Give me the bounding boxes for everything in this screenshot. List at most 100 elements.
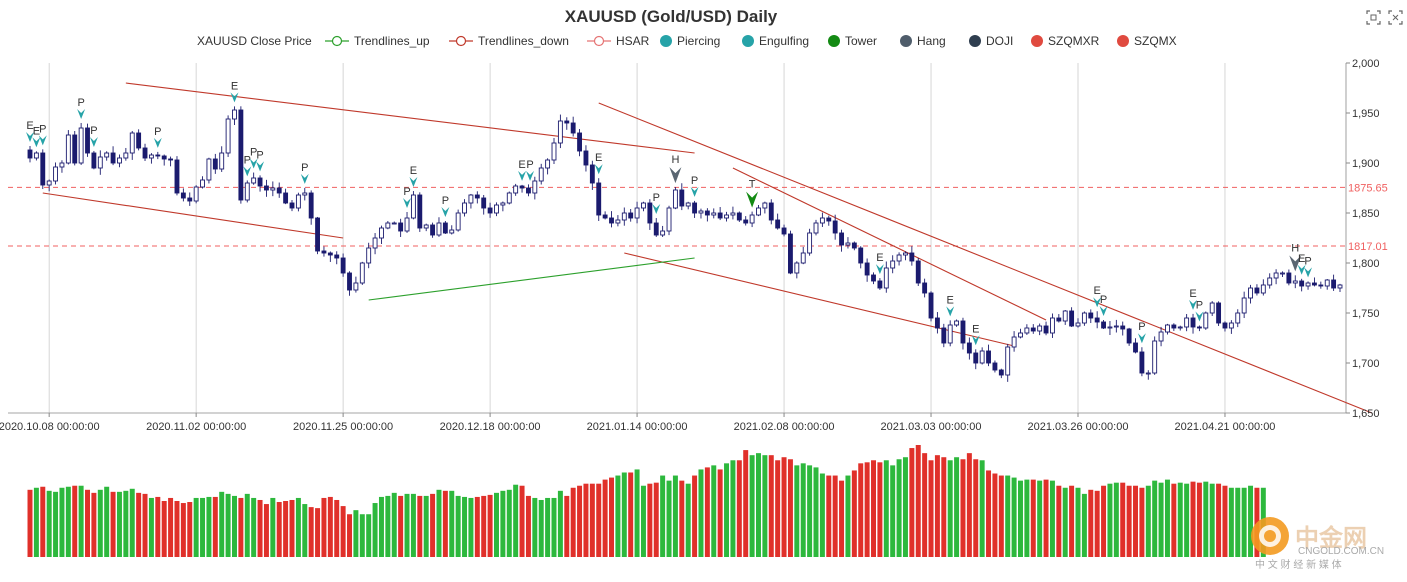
candle-body — [666, 207, 672, 232]
volume-bar — [1139, 487, 1145, 557]
volume-bar — [781, 457, 787, 557]
x-tick-label: 2021.03.03 00:00:00 — [881, 421, 982, 433]
signal-arrow-piercing — [153, 137, 162, 148]
candle-body — [251, 177, 257, 184]
x-tick-label: 2021.02.08 00:00:00 — [734, 421, 835, 433]
candle-body — [1273, 272, 1279, 279]
volume-bar — [1011, 477, 1017, 557]
candle-body — [1107, 326, 1113, 329]
volume-bar — [1196, 482, 1202, 557]
signal-label: E — [26, 120, 33, 132]
signal-arrow-piercing — [1099, 305, 1108, 316]
candle-body — [660, 230, 666, 236]
volume-bar — [1037, 480, 1043, 557]
candle-body — [679, 189, 685, 207]
volume-bar — [276, 502, 282, 557]
candle-body — [283, 192, 289, 204]
legend-dot-swatch — [969, 35, 981, 47]
candle-body — [653, 222, 659, 236]
candle-body — [641, 202, 646, 209]
volume-bar — [410, 493, 416, 557]
volume-bar — [749, 455, 755, 557]
volume-bar — [59, 487, 65, 557]
volume-bar — [819, 473, 825, 557]
volume-bar — [174, 501, 180, 557]
legend-circle-swatch — [331, 35, 343, 47]
legend-item-label: Tower — [845, 34, 877, 48]
volume-bar — [462, 496, 468, 557]
volume-bar — [724, 463, 730, 557]
volume-bar — [404, 493, 410, 557]
x-tick-label: 2020.10.08 00:00:00 — [0, 421, 100, 433]
volume-bar — [231, 495, 237, 557]
volume-bar — [40, 486, 46, 557]
candle-body — [928, 292, 934, 319]
candle-body — [391, 222, 397, 225]
candle-body — [40, 152, 46, 186]
volume-bar — [794, 465, 800, 557]
restore-icon[interactable] — [1388, 10, 1403, 25]
volume-bar — [110, 491, 116, 557]
candle-body — [934, 317, 940, 329]
candle-body — [966, 342, 972, 354]
volume-bar — [180, 503, 186, 557]
candle-body — [1196, 326, 1202, 329]
candle-body — [813, 222, 819, 234]
volume-bar — [321, 497, 327, 557]
zoom-in-icon[interactable] — [1366, 10, 1381, 25]
volume-bar — [787, 459, 793, 557]
candle-body — [589, 164, 595, 184]
candle-body — [1165, 324, 1170, 333]
volume-bar — [187, 502, 193, 557]
y-tick-label: 2,000 — [1352, 58, 1380, 70]
candle-body — [756, 207, 761, 216]
candle-body — [538, 167, 544, 182]
candle-body — [232, 109, 237, 120]
candle-body — [711, 212, 717, 216]
signal-arrow-engulfing — [409, 177, 418, 188]
volume-bar — [851, 470, 857, 557]
volume-bar — [768, 455, 774, 557]
candles — [27, 106, 1343, 382]
volume-bar — [1107, 483, 1113, 557]
volume-bar — [922, 453, 928, 557]
volume-bar — [551, 497, 557, 557]
volume-bar — [973, 459, 979, 557]
candle-body — [1318, 284, 1324, 287]
volume-bar — [340, 506, 346, 557]
signal-label: E — [972, 323, 979, 335]
candle-body — [1030, 327, 1036, 332]
candle-body — [845, 242, 851, 246]
candle-body — [794, 262, 800, 274]
candle-body — [998, 369, 1004, 376]
volume-bar — [315, 508, 321, 557]
volume-bar — [589, 483, 595, 557]
volume-bar — [116, 491, 122, 557]
chart-toolbar — [1366, 10, 1403, 25]
volume-bar — [455, 495, 461, 557]
volume-bar — [730, 460, 736, 557]
signal-arrow-piercing — [1304, 267, 1313, 278]
volume-bar — [1228, 487, 1234, 557]
candle-body — [1209, 302, 1215, 314]
volume-bar — [436, 489, 442, 557]
volume-bar — [1056, 485, 1062, 557]
candle-body — [225, 118, 231, 154]
candle-body — [366, 247, 372, 264]
volume-bar — [430, 493, 436, 557]
signal-label: P — [301, 162, 308, 174]
candle-body — [219, 152, 225, 170]
x-tick-label: 2021.01.14 00:00:00 — [587, 421, 688, 433]
volume-bar — [743, 450, 749, 557]
candle-body — [148, 154, 154, 159]
candle-body — [602, 214, 608, 219]
volume-bar — [1101, 485, 1107, 557]
candle-body — [1190, 317, 1196, 328]
signal-label: P — [39, 123, 46, 135]
candle-body — [315, 217, 320, 252]
volume-bar — [1152, 480, 1158, 557]
volume-bar — [372, 503, 378, 557]
volume-bar — [219, 491, 225, 557]
volume-bar — [423, 495, 429, 557]
legend-dot-swatch — [900, 35, 912, 47]
